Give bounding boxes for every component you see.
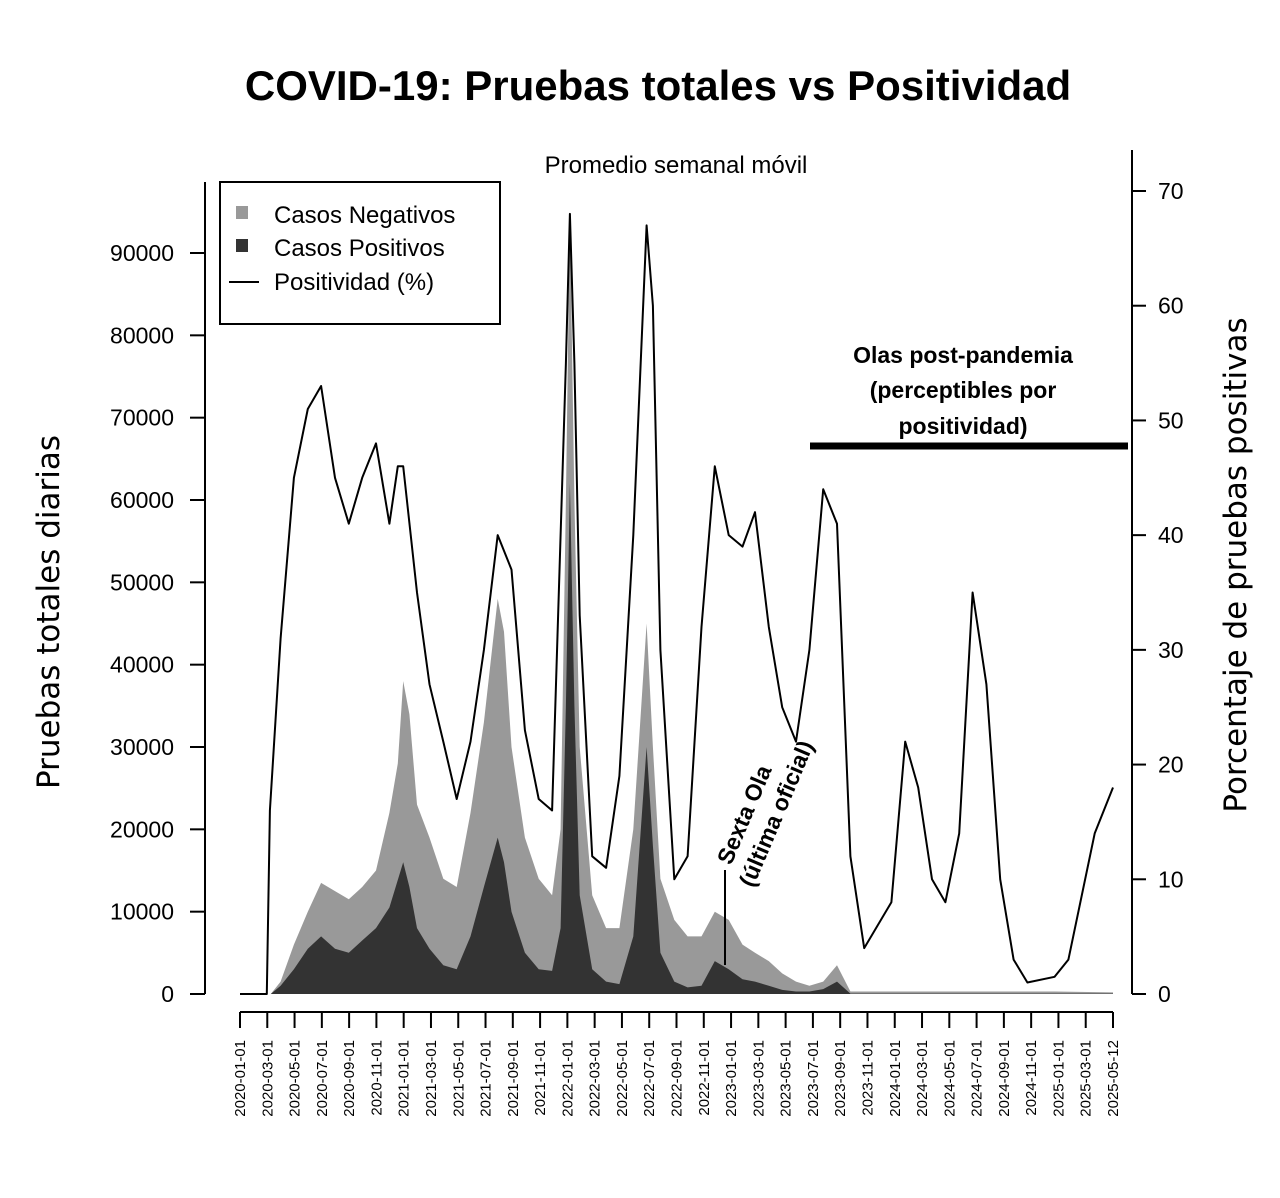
x-tick-label: 2022-09-01 bbox=[669, 1040, 686, 1117]
y-tick-label: 30000 bbox=[110, 734, 174, 760]
y-tick-label: 40000 bbox=[110, 652, 174, 678]
x-tick-label: 2024-05-01 bbox=[941, 1040, 958, 1117]
x-tick-label: 2022-07-01 bbox=[641, 1040, 658, 1117]
x-tick-label: 2022-05-01 bbox=[614, 1040, 631, 1117]
y-right-tick-label: 20 bbox=[1158, 752, 1184, 778]
x-tick-label: 2020-03-01 bbox=[259, 1040, 276, 1117]
series-area-positivos bbox=[240, 483, 1113, 994]
y-axis-left-label: Pruebas totales diarias bbox=[31, 435, 67, 789]
y-right-tick-label: 30 bbox=[1158, 637, 1184, 663]
x-tick-label: 2020-09-01 bbox=[341, 1040, 358, 1117]
x-tick-label: 2024-01-01 bbox=[887, 1040, 904, 1117]
y-tick-label: 60000 bbox=[110, 487, 174, 513]
legend-label-negativos: Casos Negativos bbox=[274, 202, 455, 229]
y-tick-label: 90000 bbox=[110, 240, 174, 266]
y-right-tick-label: 50 bbox=[1158, 407, 1184, 433]
plot-lines bbox=[240, 212, 1114, 995]
annotation-post-line-3: positividad) bbox=[898, 413, 1027, 439]
y-right-tick-label: 0 bbox=[1158, 981, 1171, 1007]
x-tick-label: 2021-09-01 bbox=[505, 1040, 522, 1117]
x-tick-label: 2024-11-01 bbox=[1023, 1040, 1040, 1116]
series-line-positividad bbox=[240, 212, 1114, 995]
y-tick-label: 70000 bbox=[110, 405, 174, 431]
x-tick-label: 2023-01-01 bbox=[723, 1040, 740, 1117]
x-tick-label: 2023-11-01 bbox=[859, 1040, 876, 1116]
legend-swatch-negativos bbox=[236, 206, 248, 219]
x-tick-label: 2020-07-01 bbox=[314, 1040, 331, 1117]
y-tick-label: 0 bbox=[161, 981, 174, 1007]
x-tick-label: 2020-05-01 bbox=[287, 1040, 304, 1117]
x-tick-label: 2025-01-01 bbox=[1050, 1040, 1067, 1117]
annotation-post-line-2: (perceptibles por bbox=[870, 377, 1057, 403]
x-tick-label: 2020-01-01 bbox=[232, 1040, 249, 1117]
x-tick-label: 2025-05-12 bbox=[1105, 1040, 1122, 1117]
y-right-tick-label: 10 bbox=[1158, 866, 1184, 892]
legend-swatch-positivos bbox=[236, 239, 248, 252]
plot-areas bbox=[240, 211, 1113, 995]
x-axis: 2020-01-01 2020-03-01 2020-05-01 2020-07-01… bbox=[232, 1011, 1122, 1117]
series-area-negativos bbox=[240, 211, 1113, 995]
legend-label-positividad: Positividad (%) bbox=[274, 269, 434, 296]
y-right-tick-label: 60 bbox=[1158, 293, 1184, 319]
x-tick-label: 2022-01-01 bbox=[559, 1040, 576, 1117]
y-tick-label: 80000 bbox=[110, 322, 174, 348]
x-tick-label: 2024-03-01 bbox=[914, 1040, 931, 1117]
x-tick-label: 2021-05-01 bbox=[450, 1040, 467, 1117]
x-tick-label: 2023-07-01 bbox=[805, 1040, 822, 1117]
chart-title: COVID-19: Pruebas totales vs Positividad bbox=[245, 62, 1071, 109]
y-axis-right-label: Porcentaje de pruebas positivas bbox=[1218, 317, 1254, 812]
x-tick-label: 2020-11-01 bbox=[368, 1040, 385, 1116]
legend-label-positivos: Casos Positivos bbox=[274, 235, 445, 262]
y-axis-right: 0 10 20 30 40 50 60 70 bbox=[1131, 150, 1184, 1007]
x-tick-label: 2021-03-01 bbox=[423, 1040, 440, 1117]
x-tick-label: 2022-11-01 bbox=[696, 1040, 713, 1116]
x-tick-label: 2024-09-01 bbox=[996, 1040, 1013, 1117]
x-tick-label: 2023-09-01 bbox=[832, 1040, 849, 1117]
y-tick-label: 50000 bbox=[110, 569, 174, 595]
x-tick-label: 2023-05-01 bbox=[778, 1040, 795, 1117]
y-right-tick-label: 70 bbox=[1158, 178, 1184, 204]
annotation-post-line-1: Olas post-pandemia bbox=[853, 342, 1073, 368]
annotation-post-pandemia: Olas post-pandemia (perceptibles por pos… bbox=[810, 342, 1128, 450]
x-tick-label: 2021-07-01 bbox=[478, 1040, 495, 1117]
x-tick-label: 2021-01-01 bbox=[396, 1040, 413, 1117]
x-tick-label: 2023-03-01 bbox=[750, 1040, 767, 1117]
y-axis-left: 0 10000 20000 30000 40000 50000 60000 70000 8000… bbox=[110, 182, 206, 1007]
x-tick-label: 2024-07-01 bbox=[969, 1040, 986, 1117]
x-tick-label: 2021-11-01 bbox=[532, 1040, 549, 1116]
y-right-tick-label: 40 bbox=[1158, 522, 1184, 548]
y-tick-label: 20000 bbox=[110, 816, 174, 842]
legend: Casos Negativos Casos Positivos Positivi… bbox=[219, 181, 501, 325]
x-tick-label: 2022-03-01 bbox=[587, 1040, 604, 1117]
x-tick-label: 2025-03-01 bbox=[1078, 1040, 1095, 1117]
chart-subtitle: Promedio semanal móvil bbox=[545, 152, 808, 179]
y-tick-label: 10000 bbox=[110, 899, 174, 925]
